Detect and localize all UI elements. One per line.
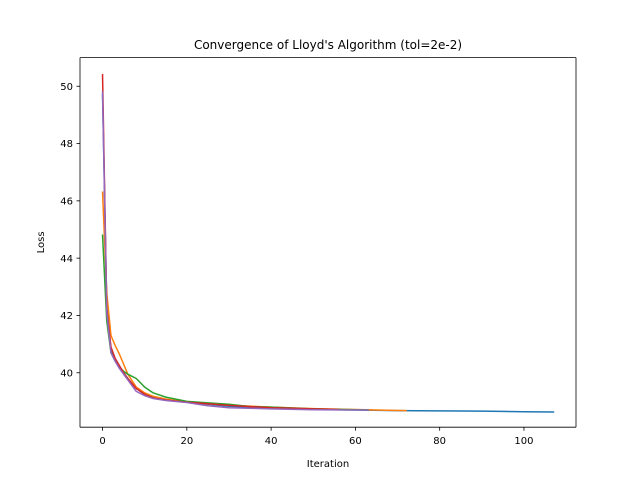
y-tick-label: 46 [60,196,73,207]
x-axis-label: Iteration [307,459,349,470]
y-axis-ticks: 40 42 44 46 48 50 [60,82,80,379]
y-axis-label: Loss [36,231,47,253]
y-tick-label: 42 [60,311,73,322]
x-tick-label: 80 [433,436,446,447]
y-tick-label: 50 [60,82,73,93]
x-tick-label: 0 [99,436,105,447]
chart-title: Convergence of Lloyd's Algorithm (tol=2e… [194,38,462,52]
y-tick-label: 48 [60,139,73,150]
x-tick-label: 40 [265,436,278,447]
x-tick-label: 100 [514,436,533,447]
series-line-5 [101,91,369,411]
x-tick-label: 20 [180,436,193,447]
series-layer [101,74,555,413]
y-tick-label: 40 [60,368,73,379]
axes-frame [79,57,577,428]
x-tick-label: 60 [349,436,362,447]
plot-area [80,57,576,428]
y-tick-label: 44 [60,254,73,265]
x-axis-ticks: 0 20 40 60 80 100 [99,427,534,447]
